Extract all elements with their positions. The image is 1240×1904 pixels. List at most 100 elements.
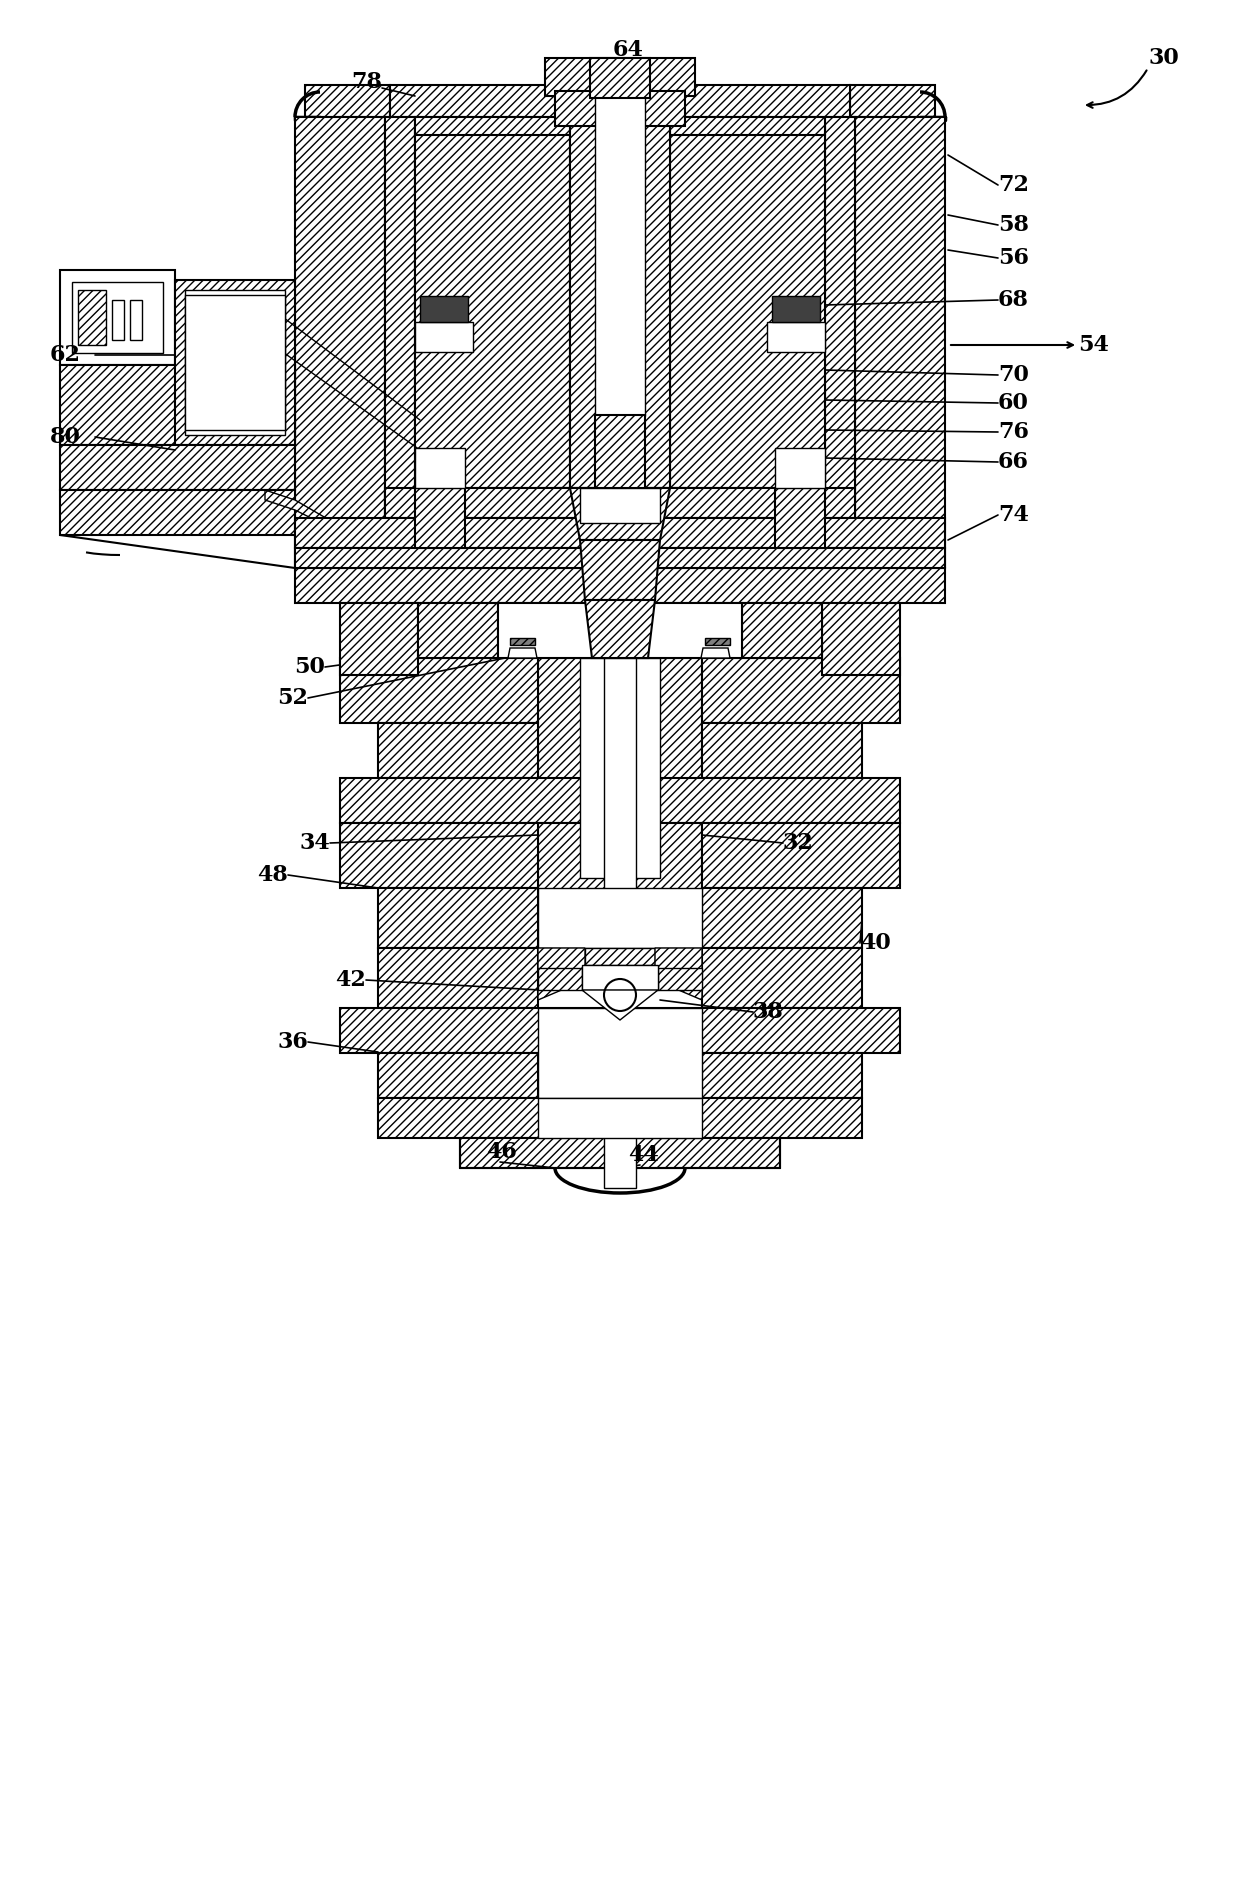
- Polygon shape: [175, 280, 295, 446]
- Polygon shape: [655, 948, 702, 1000]
- Polygon shape: [773, 295, 820, 322]
- Polygon shape: [60, 270, 175, 366]
- Text: 44: 44: [627, 1144, 658, 1165]
- Polygon shape: [391, 86, 849, 116]
- Polygon shape: [590, 57, 650, 97]
- Text: 32: 32: [782, 832, 813, 855]
- Polygon shape: [556, 487, 684, 524]
- Text: 66: 66: [998, 451, 1029, 472]
- Polygon shape: [582, 990, 658, 1021]
- Polygon shape: [538, 659, 702, 967]
- Polygon shape: [498, 604, 742, 659]
- Polygon shape: [856, 116, 945, 567]
- Polygon shape: [658, 967, 702, 990]
- Polygon shape: [415, 487, 465, 548]
- Polygon shape: [265, 489, 415, 541]
- Polygon shape: [72, 282, 162, 352]
- Text: 34: 34: [299, 832, 330, 855]
- Text: 68: 68: [998, 289, 1029, 310]
- Polygon shape: [185, 289, 285, 434]
- Text: 42: 42: [335, 969, 366, 990]
- Polygon shape: [378, 1053, 538, 1099]
- Text: 54: 54: [1078, 333, 1109, 356]
- Polygon shape: [415, 322, 472, 352]
- Polygon shape: [78, 289, 105, 345]
- Polygon shape: [604, 659, 636, 1188]
- Polygon shape: [538, 887, 702, 948]
- Text: 52: 52: [277, 687, 308, 708]
- Text: 64: 64: [613, 38, 644, 61]
- Polygon shape: [130, 301, 143, 341]
- Polygon shape: [305, 86, 391, 116]
- Text: 72: 72: [998, 173, 1029, 196]
- Text: 36: 36: [277, 1030, 308, 1053]
- Polygon shape: [742, 604, 822, 659]
- Polygon shape: [580, 659, 660, 878]
- Text: 70: 70: [998, 364, 1029, 387]
- Polygon shape: [702, 659, 900, 724]
- Polygon shape: [460, 1139, 780, 1167]
- Text: 62: 62: [50, 345, 81, 366]
- Polygon shape: [378, 724, 538, 779]
- Text: 48: 48: [257, 864, 288, 885]
- Polygon shape: [295, 518, 945, 548]
- Polygon shape: [849, 86, 935, 116]
- Polygon shape: [384, 487, 856, 518]
- Polygon shape: [384, 116, 415, 518]
- Text: 80: 80: [50, 426, 81, 447]
- Polygon shape: [768, 322, 825, 352]
- Polygon shape: [546, 57, 694, 95]
- Text: 50: 50: [294, 657, 325, 678]
- Polygon shape: [775, 487, 825, 548]
- Polygon shape: [510, 638, 534, 645]
- Polygon shape: [570, 487, 670, 541]
- Polygon shape: [112, 301, 124, 341]
- Polygon shape: [570, 95, 670, 510]
- Polygon shape: [701, 647, 730, 659]
- Polygon shape: [508, 647, 537, 659]
- Polygon shape: [60, 489, 295, 535]
- Polygon shape: [60, 366, 295, 446]
- Polygon shape: [340, 604, 418, 676]
- Polygon shape: [670, 116, 825, 135]
- Polygon shape: [702, 948, 862, 1007]
- Polygon shape: [585, 600, 655, 659]
- Polygon shape: [340, 779, 900, 823]
- Polygon shape: [702, 724, 862, 779]
- Polygon shape: [340, 659, 538, 724]
- Polygon shape: [340, 1007, 900, 1053]
- Polygon shape: [538, 948, 585, 1000]
- Polygon shape: [585, 948, 655, 965]
- Text: 38: 38: [753, 1002, 784, 1022]
- Polygon shape: [60, 446, 295, 489]
- Polygon shape: [775, 447, 825, 487]
- Polygon shape: [538, 823, 702, 967]
- Polygon shape: [378, 1099, 862, 1139]
- Polygon shape: [295, 567, 945, 604]
- Polygon shape: [822, 604, 900, 676]
- Polygon shape: [702, 1053, 862, 1099]
- Text: 74: 74: [998, 505, 1029, 526]
- Polygon shape: [595, 95, 645, 415]
- Polygon shape: [378, 948, 538, 1007]
- Polygon shape: [378, 887, 538, 948]
- Text: 60: 60: [998, 392, 1029, 413]
- Polygon shape: [702, 887, 862, 948]
- Polygon shape: [580, 541, 660, 600]
- Polygon shape: [538, 1007, 702, 1099]
- Polygon shape: [415, 116, 570, 135]
- Polygon shape: [580, 487, 660, 524]
- Text: 78: 78: [351, 70, 382, 93]
- Polygon shape: [185, 295, 285, 430]
- Polygon shape: [582, 965, 658, 990]
- Polygon shape: [538, 967, 582, 990]
- Text: 46: 46: [486, 1140, 517, 1163]
- Text: 58: 58: [998, 213, 1029, 236]
- Polygon shape: [340, 823, 538, 887]
- Polygon shape: [295, 548, 945, 567]
- Polygon shape: [670, 128, 825, 487]
- Polygon shape: [415, 128, 570, 487]
- Polygon shape: [702, 823, 900, 887]
- Polygon shape: [825, 116, 856, 518]
- Polygon shape: [418, 604, 498, 659]
